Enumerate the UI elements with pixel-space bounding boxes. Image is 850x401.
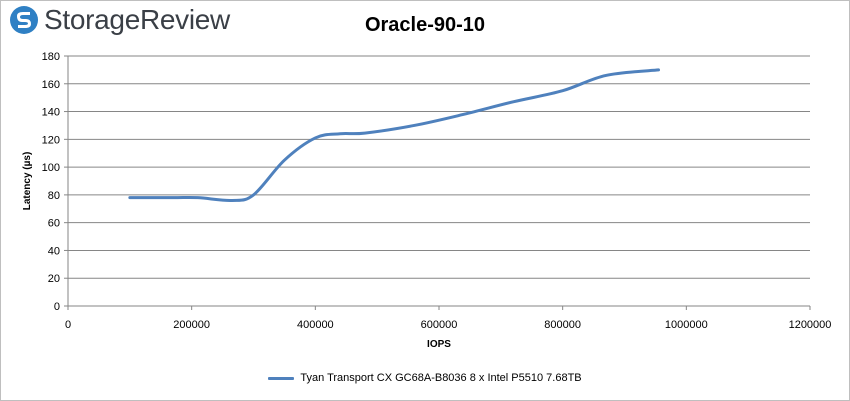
chart-title: Oracle-90-10 (364, 14, 486, 36)
x-tick-label: 600000 (421, 319, 458, 331)
gridlines (68, 55, 810, 279)
y-tick-label: 180 (42, 51, 60, 63)
y-tick-label: 40 (48, 245, 60, 257)
logo-icon (10, 6, 38, 34)
x-tick-label: 200000 (173, 319, 210, 331)
legend-swatch (268, 376, 295, 380)
y-tick-label: 80 (48, 190, 60, 202)
y-tick-label: 160 (42, 79, 60, 91)
x-tick-label: 400000 (297, 319, 334, 331)
x-tick-labels: 0 200000 400000 600000 800000 1000000 1200000 (65, 319, 831, 331)
legend: Tyan Transport CX GC68A-B8036 8 x Intel … (0, 372, 850, 384)
legend-label: Tyan Transport CX GC68A-B8036 8 x Intel … (300, 372, 582, 384)
axes (64, 55, 811, 310)
x-tick-label: 1000000 (665, 319, 708, 331)
series-lines (128, 68, 661, 202)
storagereview-logo: StorageReview (8, 4, 230, 36)
series-line-0 (128, 68, 661, 202)
y-tick-label: 120 (42, 134, 60, 146)
y-tick-label: 100 (42, 162, 60, 174)
x-tick-label: 800000 (544, 319, 581, 331)
y-tick-label: 60 (48, 218, 60, 230)
brand-name: StorageReview (44, 4, 230, 35)
x-tick-label: 0 (65, 319, 71, 331)
y-tick-labels: 0 20 40 60 80 100 120 140 160 180 (42, 51, 60, 313)
x-axis-label: IOPS (427, 339, 451, 350)
y-tick-label: 140 (42, 107, 60, 119)
y-tick-label: 20 (48, 273, 60, 285)
x-tick-label: 1200000 (789, 319, 832, 331)
y-tick-label: 0 (54, 301, 60, 313)
y-axis-label: Latency (µs) (22, 152, 33, 211)
